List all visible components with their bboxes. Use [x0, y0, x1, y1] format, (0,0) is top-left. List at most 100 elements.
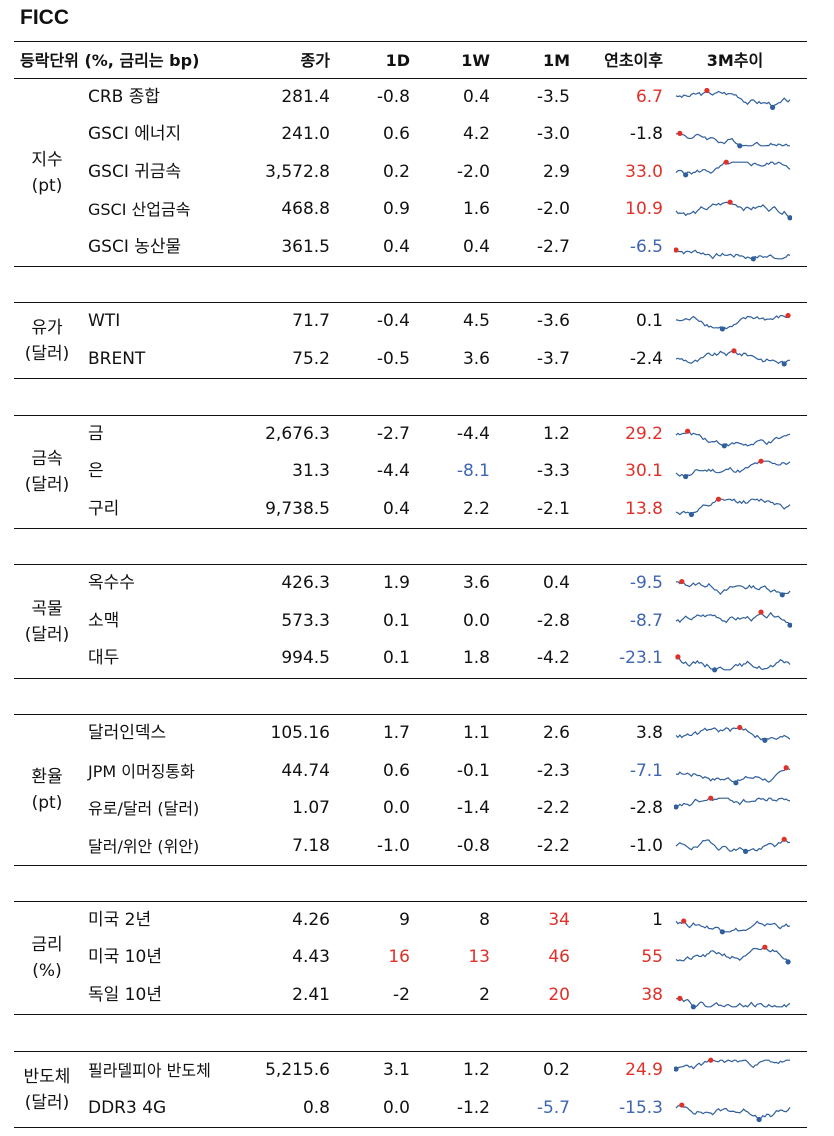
table-row: DDR3 4G 0.8 0.0 -1.2 -5.7 -15.3 [0, 1090, 834, 1127]
table-row: GSCI 귀금속 3,572.8 0.2 -2.0 2.9 33.0 [0, 154, 834, 191]
value-d1: 3.1 [382, 1060, 410, 1080]
group-label-line: (pt) [31, 175, 63, 196]
value-m1: -5.7 [536, 1097, 570, 1118]
value-d1: -0.5 [376, 348, 410, 369]
sparkline-path [675, 161, 791, 176]
group-label-line: 유가 [31, 317, 63, 338]
value-w1: 2.2 [462, 498, 490, 519]
sparkline-low-marker [683, 171, 689, 178]
value-m1: -3.3 [536, 461, 570, 482]
row-name: GSCI 농산물 [88, 236, 182, 257]
value-ytd: -2.4 [629, 348, 663, 369]
value-ytd: 1 [652, 909, 663, 930]
sparkline-high-marker [681, 918, 687, 924]
row-name: 소맥 [88, 610, 120, 631]
group-label-line: (달러) [24, 624, 70, 645]
value-d1: 0.0 [382, 1097, 410, 1118]
table-row: GSCI 에너지 241.0 0.6 4.2 -3.0 -1.8 [0, 116, 834, 153]
trend-sparkline [675, 995, 791, 1010]
value-w1: 1.1 [462, 723, 490, 743]
sparkline-path [675, 726, 791, 742]
value-m1: 34 [548, 909, 570, 930]
value-m1: -2.1 [536, 498, 570, 519]
value-ytd: 30.1 [625, 461, 663, 482]
row-name: 미국 2년 [88, 909, 152, 930]
value-close: 7.18 [292, 835, 330, 856]
trend-sparkline [674, 795, 791, 810]
row-name: 은 [88, 461, 104, 482]
value-close: 44.74 [281, 760, 330, 781]
row-name: GSCI 산업금속 [88, 200, 191, 220]
value-ytd: 38 [641, 984, 663, 1005]
value-ytd: -6.5 [629, 236, 663, 257]
table-row: 금 2,676.3 -2.7 -4.4 1.2 29.2 [0, 416, 834, 453]
sparkline-path [675, 919, 791, 933]
table-row: GSCI 산업금속 468.8 0.9 1.6 -2.0 10.9 [0, 191, 834, 228]
sparkline-low-marker [785, 959, 791, 965]
header-1w: 1W [461, 51, 490, 70]
sparkline-low-marker [781, 360, 787, 367]
value-close: 573.3 [281, 610, 330, 631]
group-label-line: 금리 [31, 935, 63, 955]
table-row: 옥수수 426.3 1.9 3.6 0.4 -9.5 [0, 565, 834, 602]
sparkline-path [675, 656, 791, 671]
trend-sparkline [675, 131, 790, 149]
value-m1: 0.2 [542, 1060, 570, 1080]
value-w1: 0.0 [462, 610, 490, 631]
value-close: 994.5 [281, 648, 330, 669]
value-d1: 0.6 [382, 760, 410, 781]
value-w1: 0.4 [462, 236, 490, 257]
sparkline-high-marker [727, 199, 733, 206]
value-close: 281.4 [281, 86, 330, 107]
value-d1: 0.1 [382, 648, 410, 669]
value-close: 1.07 [292, 798, 330, 818]
sparkline-low-marker [674, 804, 679, 810]
table-row: CRB 종합 281.4 -0.8 0.4 -3.5 6.7 [0, 79, 834, 116]
sparkline-high-marker [679, 1101, 685, 1108]
row-name: 독일 10년 [88, 984, 162, 1005]
value-d1: -1.0 [376, 835, 410, 856]
sparkline-low-marker [688, 511, 695, 517]
group-top-rule [14, 901, 807, 902]
value-close: 468.8 [281, 199, 330, 220]
value-d1: 1.9 [382, 573, 410, 594]
table-row: 은 31.3 -4.4 -8.1 -3.3 30.1 [0, 453, 834, 490]
page-title: FICC [20, 6, 69, 29]
sparkline-path [675, 1103, 791, 1120]
value-ytd: -15.3 [619, 1097, 663, 1118]
value-m1: -2.0 [536, 199, 570, 220]
value-close: 426.3 [281, 573, 330, 594]
sparkline-low-marker [787, 215, 792, 221]
header-close: 종가 [300, 51, 330, 70]
value-ytd: -8.7 [629, 610, 663, 631]
value-close: 5,215.6 [265, 1060, 330, 1080]
group-bottom-rule [14, 678, 807, 679]
table-row: BRENT 75.2 -0.5 3.6 -3.7 -2.4 [0, 341, 834, 378]
trend-sparkline [675, 312, 791, 332]
table-row: 필라델피아 반도체 5,215.6 3.1 1.2 0.2 24.9 [0, 1052, 834, 1089]
group-label: 지수 (pt) [14, 147, 80, 199]
sparkline-low-marker [787, 622, 792, 628]
table-row: 유로/달러 (달러) 1.07 0.0 -1.4 -2.2 -2.8 [0, 790, 834, 827]
value-ytd: 13.8 [625, 498, 663, 519]
value-w1: -0.1 [456, 760, 490, 781]
row-name: 대두 [88, 648, 120, 669]
sparkline-low-marker [762, 737, 768, 743]
sparkline-path [675, 249, 791, 260]
value-m1: 2.6 [542, 723, 570, 743]
trend-sparkline [675, 458, 791, 480]
sparkline-path [675, 314, 791, 330]
value-m1: -2.3 [536, 760, 570, 781]
value-m1: 2.9 [542, 161, 570, 182]
value-d1: 9 [399, 909, 410, 930]
trend-sparkline [675, 654, 791, 673]
value-d1: 0.4 [382, 236, 410, 257]
row-name: 옥수수 [88, 573, 135, 594]
sparkline-low-marker [690, 1003, 696, 1010]
group-top-rule [14, 714, 807, 715]
value-m1: -3.6 [536, 311, 570, 331]
sparkline-high-marker [715, 496, 722, 502]
row-name: GSCI 에너지 [88, 124, 182, 145]
value-ytd: 0.1 [635, 311, 663, 331]
trend-sparkline [675, 199, 792, 221]
